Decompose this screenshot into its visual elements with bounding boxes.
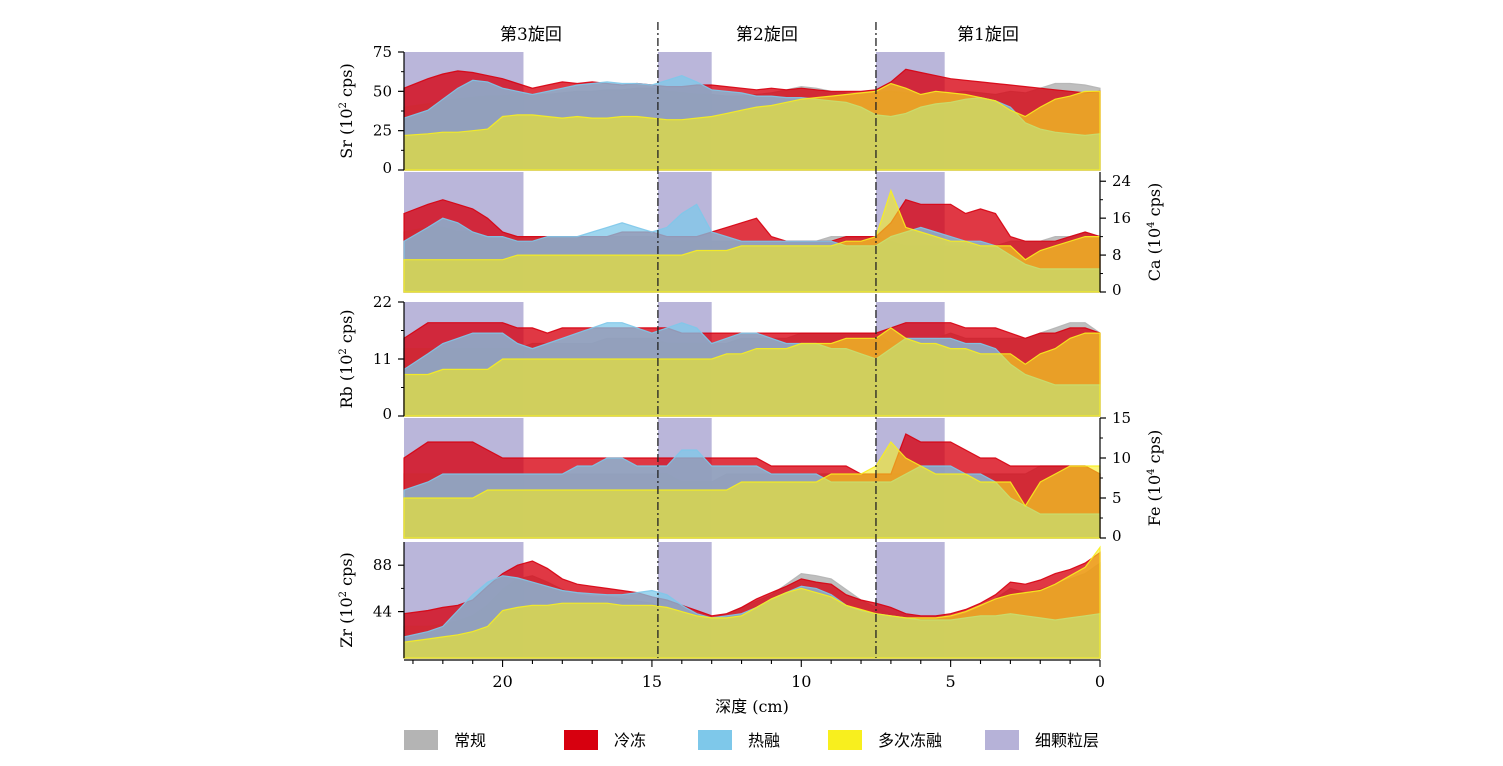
legend-label-3: 多次冻融 (878, 731, 942, 750)
cycle-label-0: 第3旋回 (500, 25, 562, 45)
y-tick-label-sr-2: 50 (373, 82, 392, 100)
y-tick-label-rb-2: 22 (373, 293, 392, 311)
legend-label-4: 细颗粒层 (1035, 731, 1099, 750)
y-tick-label-zr-0: 44 (373, 603, 392, 621)
legend-swatch-4 (985, 730, 1019, 750)
y-tick-label-fe-1: 5 (1112, 489, 1122, 507)
area-zr-series-3 (403, 545, 1101, 659)
y-tick-label-sr-3: 75 (373, 43, 392, 61)
y-tick-label-ca-1: 8 (1112, 246, 1122, 264)
y-tick-label-zr-1: 88 (373, 556, 392, 574)
y-axis-title-rb: Rb (102 cps) (337, 309, 356, 408)
legend-swatch-3 (828, 730, 862, 750)
x-axis-title: 深度 (cm) (715, 697, 789, 716)
x-tick-label-4: 0 (1095, 672, 1105, 691)
legend-label-1: 冷冻 (614, 731, 646, 750)
area-sr-series-3 (403, 82, 1101, 171)
cycle-label-1: 第2旋回 (736, 25, 798, 45)
y-axis-title-zr: Zr (102 cps) (337, 552, 356, 648)
y-tick-label-sr-1: 25 (373, 122, 392, 140)
y-tick-label-ca-0: 0 (1112, 281, 1122, 299)
area-fe-series-3 (403, 441, 1101, 539)
x-tick-label-0: 20 (492, 672, 512, 691)
y-tick-label-ca-3: 24 (1112, 172, 1131, 190)
y-tick-label-rb-0: 0 (382, 405, 392, 423)
y-axis-title-fe: Fe (104 cps) (1145, 430, 1164, 527)
legend-swatch-2 (698, 730, 732, 750)
y-tick-label-rb-1: 11 (373, 350, 392, 368)
area-ca-series-3 (403, 188, 1101, 293)
x-tick-label-2: 10 (791, 672, 811, 691)
area-rb-series-3 (403, 327, 1101, 417)
y-tick-label-ca-2: 16 (1112, 209, 1131, 227)
x-tick-label-1: 15 (642, 672, 662, 691)
cycle-label-2: 第1旋回 (957, 25, 1019, 45)
y-tick-label-fe-0: 0 (1112, 527, 1122, 545)
legend-swatch-1 (564, 730, 598, 750)
y-tick-label-sr-0: 0 (382, 159, 392, 177)
legend-label-0: 常规 (454, 731, 486, 750)
legend-swatch-0 (404, 730, 438, 750)
y-tick-label-fe-3: 15 (1112, 409, 1131, 427)
x-tick-label-3: 5 (946, 672, 956, 691)
y-tick-label-fe-2: 10 (1112, 449, 1131, 467)
y-axis-title-ca: Ca (104 cps) (1145, 183, 1164, 282)
y-axis-title-sr: Sr (102 cps) (337, 63, 356, 158)
legend-label-2: 热融 (748, 731, 780, 750)
